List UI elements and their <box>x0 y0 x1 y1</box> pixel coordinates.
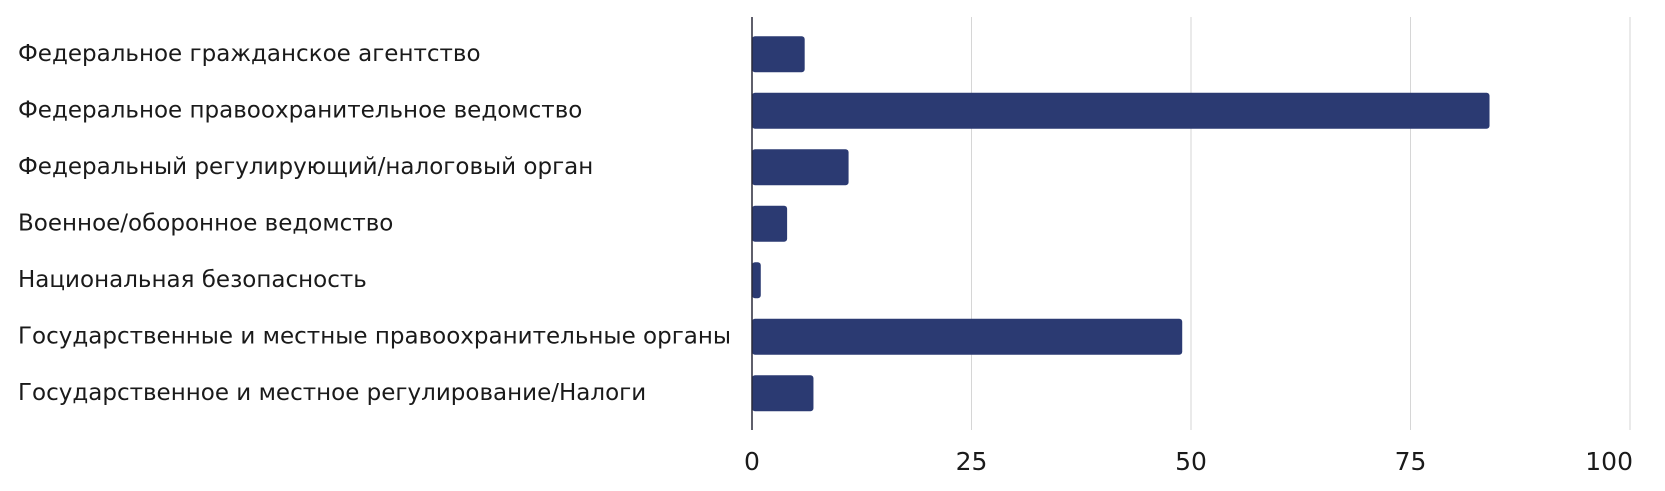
x-tick-label: 0 <box>744 447 760 476</box>
category-label: Государственные и местные правоохранител… <box>18 323 731 349</box>
gridlines <box>971 17 1631 430</box>
x-axis-tick-labels: 0 25 50 75 100 <box>744 447 1633 476</box>
category-label: Федеральное гражданское агентство <box>18 41 481 67</box>
category-label: Федеральный регулирующий/налоговый орган <box>18 154 593 180</box>
bar <box>752 205 788 242</box>
category-label: Военное/оборонное ведомство <box>18 210 393 236</box>
bar <box>752 375 814 412</box>
bar <box>752 262 761 299</box>
x-tick-label: 100 <box>1585 447 1633 476</box>
bars <box>752 36 1490 412</box>
bar <box>752 36 805 73</box>
bar <box>752 92 1490 129</box>
category-labels: Федеральное гражданское агентство Федерал… <box>18 41 731 406</box>
x-tick-label: 75 <box>1395 447 1427 476</box>
category-label: Государственное и местное регулирование/… <box>18 380 646 406</box>
x-tick-label: 25 <box>956 447 988 476</box>
bar <box>752 149 849 186</box>
x-tick-label: 50 <box>1175 447 1207 476</box>
bar <box>752 318 1183 355</box>
category-label: Федеральное правоохранительное ведомство <box>18 97 582 123</box>
category-label: Национальная безопасность <box>18 267 367 293</box>
